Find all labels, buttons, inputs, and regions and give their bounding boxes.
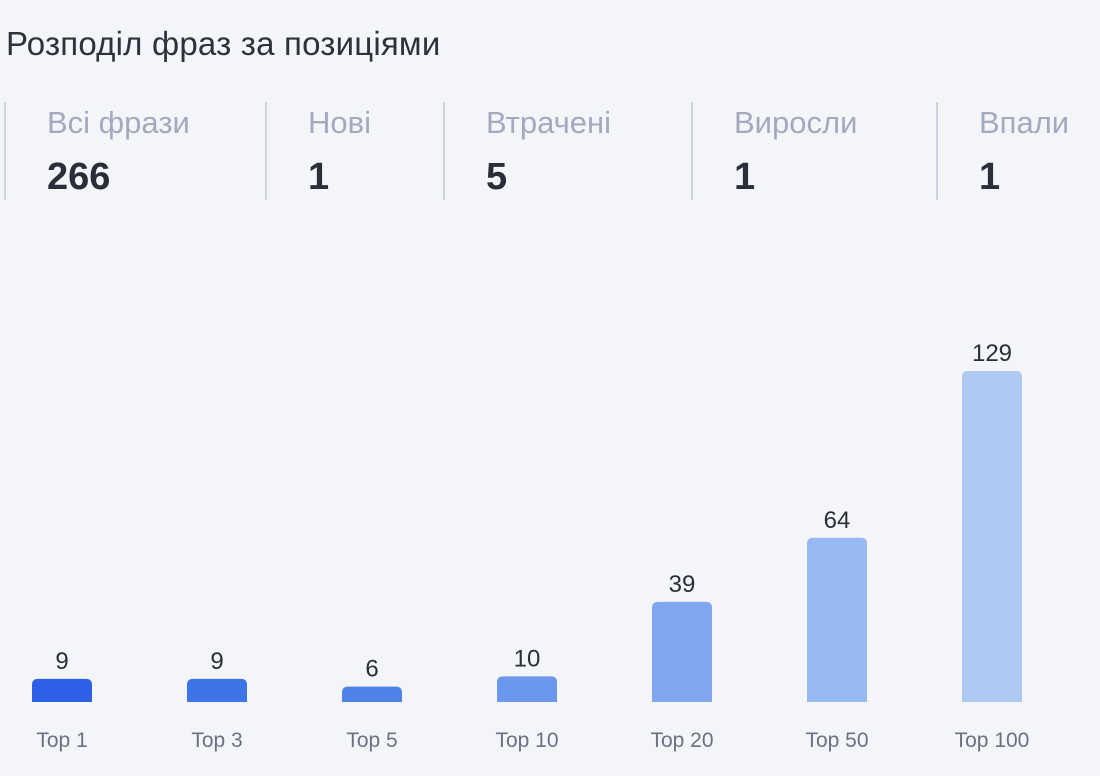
bar-value-label: 9 [55, 648, 68, 675]
stat-lost: Втрачені 5 [443, 102, 693, 200]
stat-new: Нові 1 [265, 102, 445, 200]
stat-all-phrases: Всі фрази 266 [4, 102, 266, 200]
stat-value: 1 [734, 156, 756, 198]
x-tick-label: Top 50 [805, 729, 868, 752]
stat-value: 1 [979, 156, 1001, 198]
bar-value-label: 129 [972, 340, 1012, 367]
page-title: Розподіл фраз за позиціями [6, 25, 441, 62]
stat-grew: Виросли 1 [691, 102, 938, 200]
stat-label: Впали [979, 105, 1070, 140]
x-tick-label: Top 3 [191, 729, 242, 752]
x-tick-label: Top 100 [955, 729, 1030, 752]
bar-value-label: 6 [365, 656, 378, 683]
stat-label: Втрачені [486, 105, 612, 140]
bar-top-20[interactable] [652, 601, 712, 702]
bar-top-1[interactable] [32, 678, 92, 702]
stats-row: Всі фрази 266 Нові 1 Втрачені 5 Виросли … [0, 102, 1100, 200]
bar-value-label: 64 [824, 507, 851, 534]
x-tick-label: Top 1 [36, 729, 87, 752]
stat-value: 5 [486, 156, 508, 198]
stat-fell: Впали 1 [936, 102, 1100, 200]
x-tick-label: Top 10 [495, 729, 558, 752]
bar-value-label: 9 [210, 648, 223, 675]
bar-top-5[interactable] [342, 686, 402, 702]
stat-value: 266 [47, 156, 111, 198]
bar-top-50[interactable] [807, 537, 867, 702]
x-tick-label: Top 5 [346, 729, 397, 752]
x-tick-label: Top 20 [650, 729, 713, 752]
bar-top-3[interactable] [187, 678, 247, 702]
stat-label: Виросли [734, 105, 858, 140]
stat-value: 1 [308, 156, 330, 198]
stat-label: Нові [308, 105, 371, 140]
stat-label: Всі фрази [47, 105, 190, 140]
bar-value-label: 39 [669, 571, 696, 598]
bar-top-100[interactable] [962, 371, 1022, 702]
bar-top-10[interactable] [497, 676, 557, 702]
bar-value-label: 10 [514, 645, 541, 672]
